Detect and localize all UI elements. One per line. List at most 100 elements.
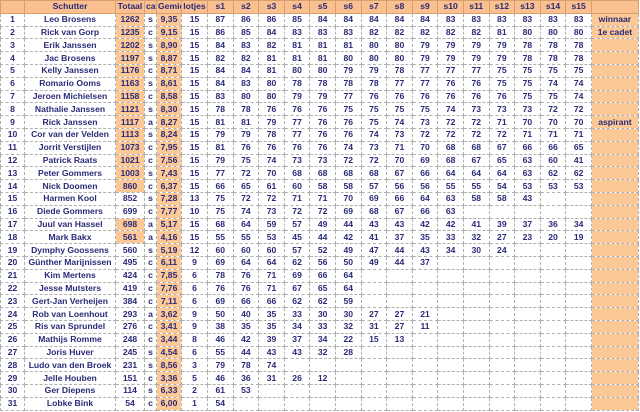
score-cell[interactable] [565, 307, 592, 321]
score-cell[interactable]: 80 [258, 76, 285, 91]
score-cell[interactable]: 76 [309, 115, 336, 129]
score-cell[interactable]: 44 [386, 243, 413, 257]
score-cell[interactable]: 55 [462, 179, 490, 193]
score-cell[interactable]: 84 [309, 12, 336, 27]
score-cell[interactable]: 64 [258, 255, 285, 270]
score-cell[interactable]: 81 [309, 38, 336, 53]
score-cell[interactable] [437, 396, 464, 411]
score-cell[interactable] [360, 383, 388, 398]
column-header[interactable]: s10 [437, 0, 464, 14]
score-cell[interactable] [565, 268, 592, 283]
score-cell[interactable]: 72 [488, 127, 516, 142]
score-cell[interactable]: 80 [309, 63, 336, 78]
score-cell[interactable]: 77 [462, 63, 490, 78]
score-cell[interactable] [539, 358, 567, 373]
score-cell[interactable]: 61 [258, 179, 285, 193]
column-header[interactable]: s11 [462, 0, 490, 14]
score-cell[interactable]: 77 [334, 89, 362, 104]
score-cell[interactable]: 80 [258, 89, 285, 104]
score-cell[interactable]: 83 [309, 25, 336, 40]
score-cell[interactable] [386, 294, 413, 309]
note-cell[interactable] [590, 217, 639, 232]
score-cell[interactable]: 53 [232, 383, 260, 398]
note-cell[interactable] [590, 396, 639, 411]
score-cell[interactable]: 76 [411, 89, 439, 104]
score-cell[interactable]: 32 [309, 345, 336, 360]
score-cell[interactable]: 37 [283, 332, 311, 347]
score-cell[interactable]: 66 [411, 166, 439, 181]
score-cell[interactable]: 68 [360, 204, 388, 219]
score-cell[interactable]: 53 [258, 230, 285, 245]
score-cell[interactable]: 55 [232, 230, 260, 245]
total-cell[interactable]: 698 [115, 217, 145, 232]
total-cell[interactable]: 860 [115, 179, 145, 193]
score-cell[interactable]: 76 [309, 140, 336, 155]
category-cell[interactable]: c [144, 294, 157, 309]
score-cell[interactable] [514, 281, 541, 296]
score-cell[interactable]: 54 [207, 396, 234, 411]
score-cell[interactable]: 37 [514, 217, 541, 232]
row-number[interactable]: 4 [0, 51, 25, 65]
score-cell[interactable]: 82 [386, 25, 413, 40]
score-cell[interactable]: 65 [232, 179, 260, 193]
score-cell[interactable]: 42 [411, 217, 439, 232]
score-cell[interactable]: 41 [360, 230, 388, 245]
shooter-name[interactable]: Harmen Kool [24, 191, 116, 206]
score-cell[interactable] [514, 294, 541, 309]
score-cell[interactable]: 77 [207, 166, 234, 181]
note-cell[interactable]: 1e cadet [590, 25, 639, 40]
score-cell[interactable]: 30 [309, 307, 336, 321]
category-cell[interactable]: s [144, 12, 157, 27]
shooter-name[interactable]: Rick Janssen [24, 115, 116, 129]
score-cell[interactable] [539, 383, 567, 398]
score-cell[interactable]: 76 [232, 140, 260, 155]
score-cell[interactable]: 66 [232, 294, 260, 309]
score-cell[interactable] [539, 307, 567, 321]
score-cell[interactable]: 55 [207, 230, 234, 245]
score-cell[interactable] [565, 204, 592, 219]
total-cell[interactable]: 424 [115, 268, 145, 283]
score-cell[interactable]: 77 [283, 127, 311, 142]
lotjes-cell[interactable]: 9 [181, 307, 208, 321]
shooter-name[interactable]: Jesse Mutsters [24, 281, 116, 296]
score-cell[interactable] [360, 281, 388, 296]
score-cell[interactable]: 62 [283, 294, 311, 309]
score-cell[interactable]: 57 [283, 243, 311, 257]
score-cell[interactable]: 72 [360, 153, 388, 168]
total-cell[interactable]: 852 [115, 191, 145, 206]
score-cell[interactable]: 66 [411, 204, 439, 219]
score-cell[interactable] [411, 396, 439, 411]
score-cell[interactable] [411, 345, 439, 360]
average-cell[interactable]: 7,76 [156, 281, 182, 296]
score-cell[interactable]: 20 [539, 230, 567, 245]
score-cell[interactable]: 39 [258, 332, 285, 347]
average-cell[interactable]: 6,33 [156, 383, 182, 398]
row-number[interactable]: 21 [0, 268, 25, 283]
score-cell[interactable] [283, 358, 311, 373]
score-cell[interactable]: 49 [360, 255, 388, 270]
score-cell[interactable]: 79 [437, 38, 464, 53]
average-cell[interactable]: 3,41 [156, 319, 182, 334]
row-number[interactable]: 1 [0, 12, 25, 27]
score-cell[interactable] [386, 396, 413, 411]
category-cell[interactable]: c [144, 204, 157, 219]
lotjes-cell[interactable]: 15 [181, 166, 208, 181]
score-cell[interactable]: 79 [207, 358, 234, 373]
shooter-name[interactable]: Joris Huver [24, 345, 116, 360]
score-cell[interactable] [386, 345, 413, 360]
category-cell[interactable]: c [144, 140, 157, 155]
row-number[interactable]: 18 [0, 230, 25, 245]
average-cell[interactable]: 7,28 [156, 191, 182, 206]
score-cell[interactable]: 81 [258, 51, 285, 65]
score-cell[interactable]: 69 [283, 268, 311, 283]
score-cell[interactable] [565, 371, 592, 385]
score-cell[interactable]: 72 [539, 102, 567, 117]
score-cell[interactable] [386, 371, 413, 385]
score-cell[interactable]: 76 [232, 268, 260, 283]
score-cell[interactable]: 75 [514, 63, 541, 78]
score-cell[interactable] [462, 358, 490, 373]
average-cell[interactable]: 8,27 [156, 115, 182, 129]
note-cell[interactable]: winnaar [590, 12, 639, 27]
score-cell[interactable]: 84 [334, 12, 362, 27]
score-cell[interactable] [411, 281, 439, 296]
